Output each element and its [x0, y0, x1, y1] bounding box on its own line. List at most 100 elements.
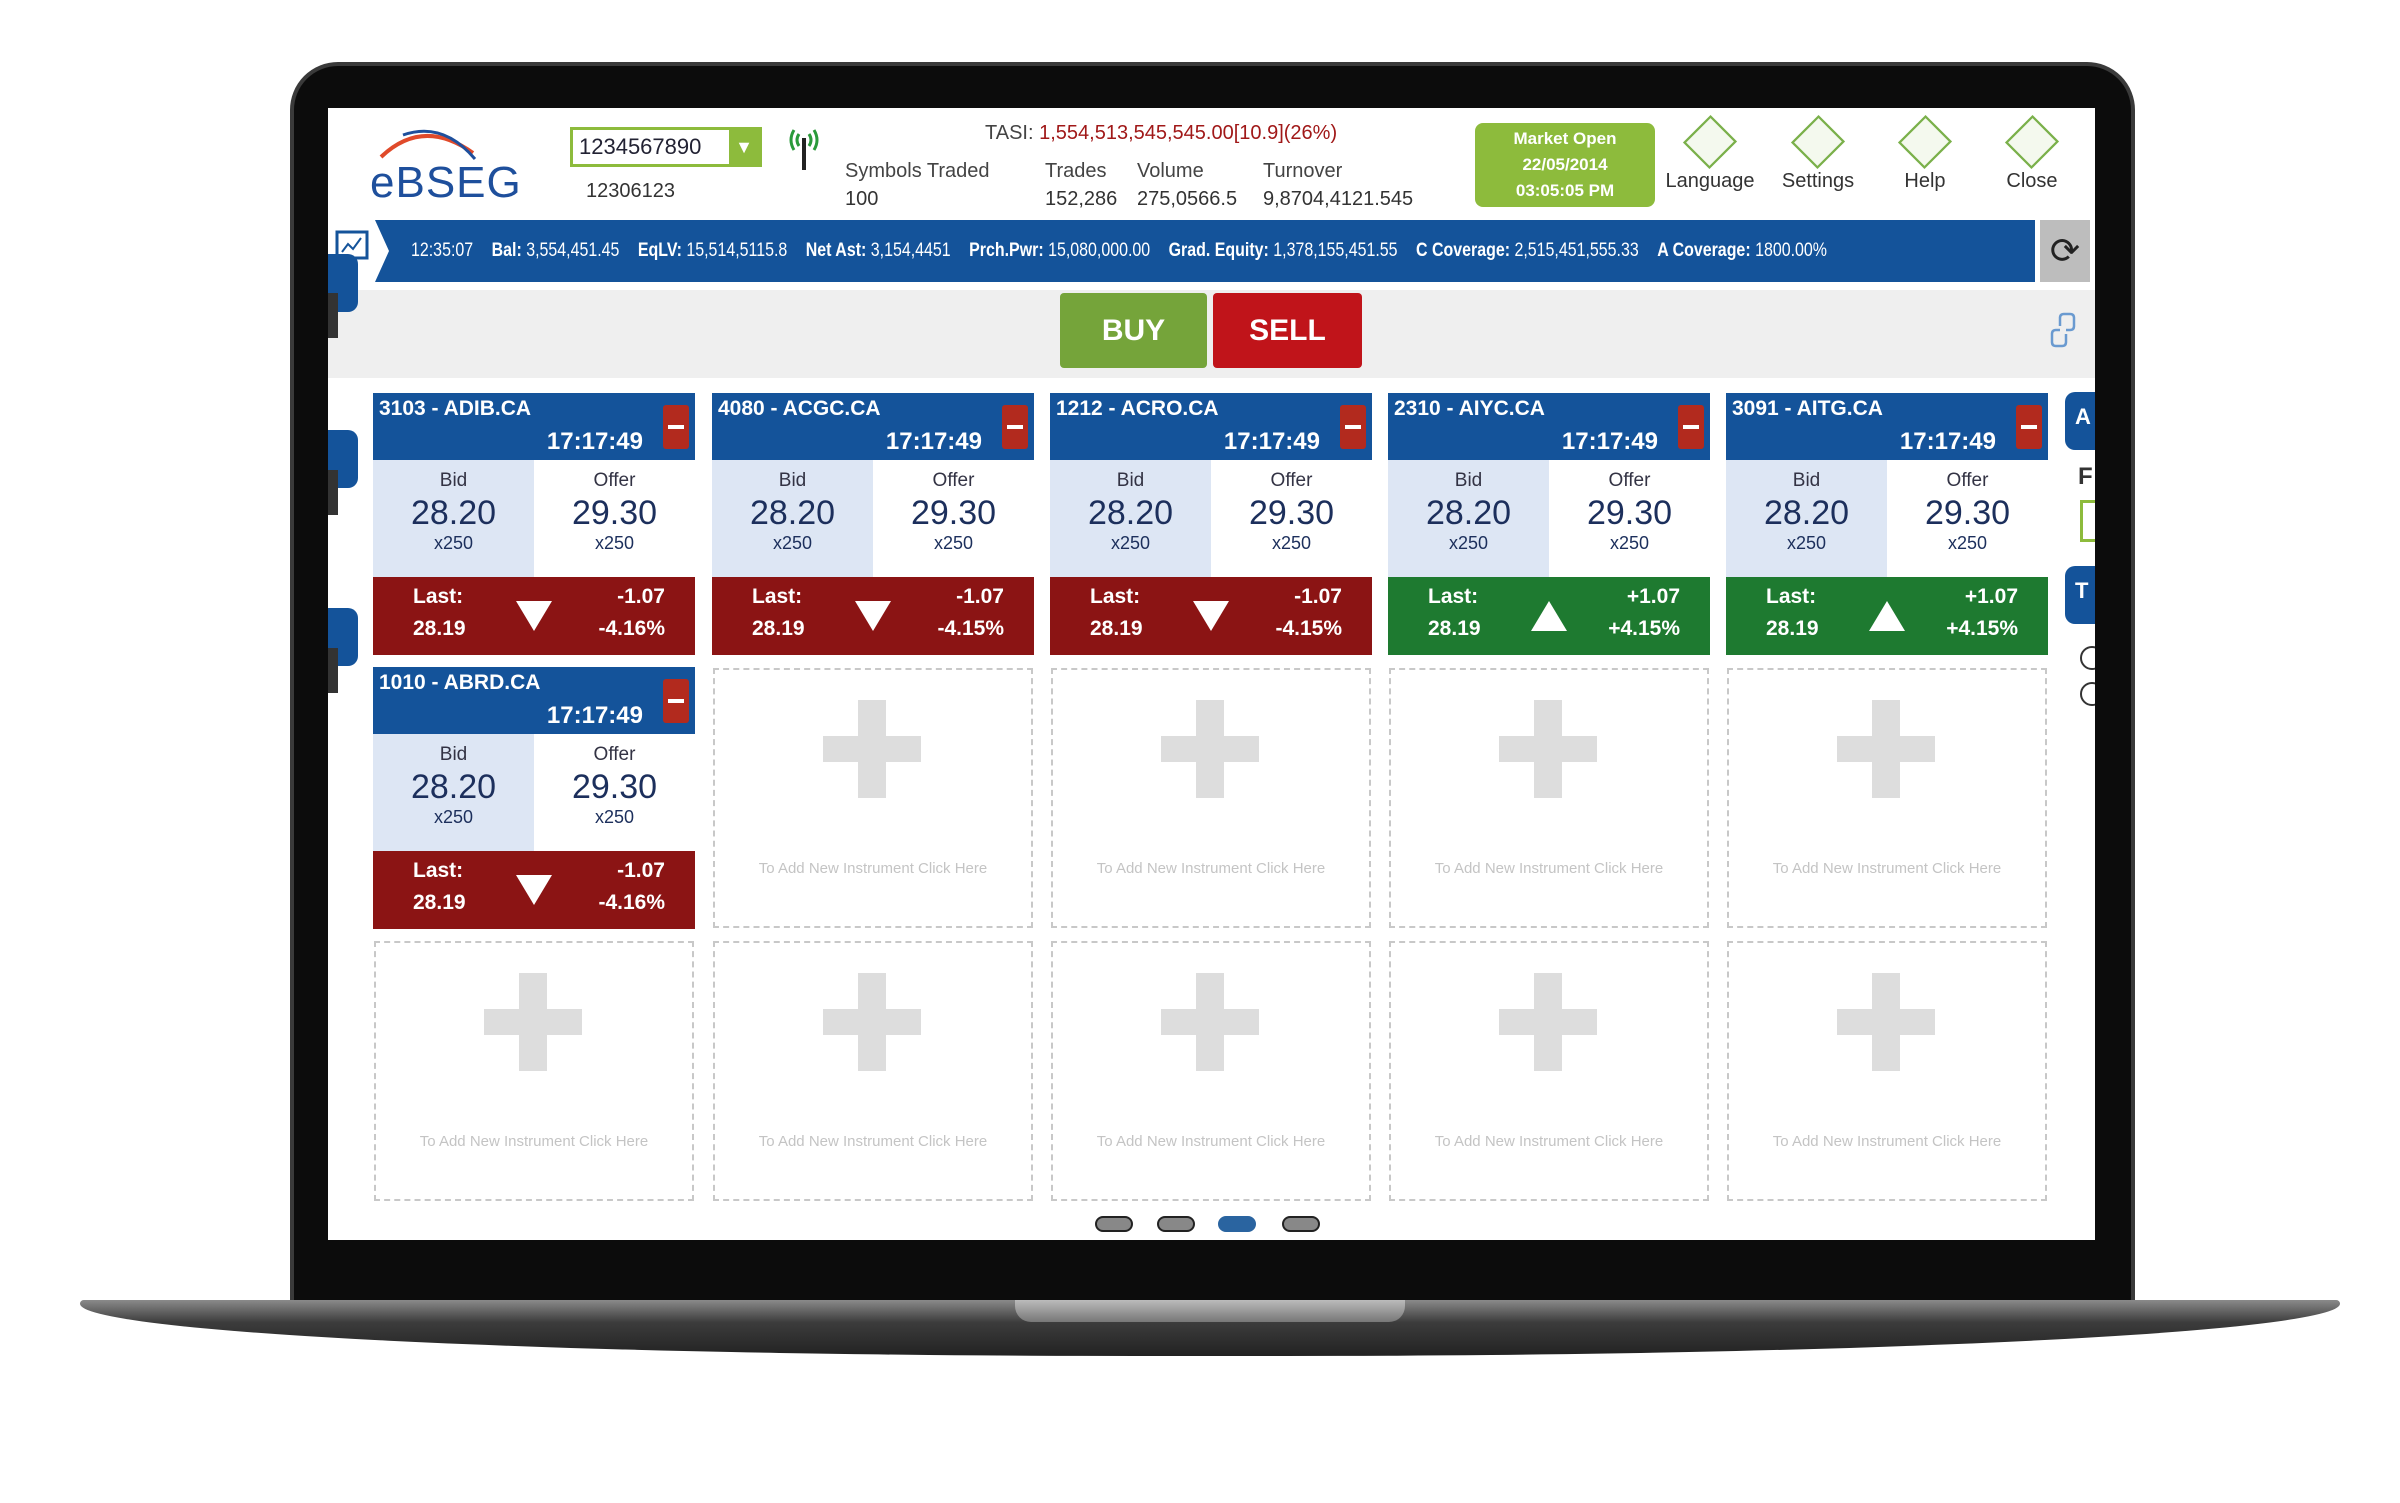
bid-cell[interactable]: Bid 28.20 x250: [1388, 460, 1549, 577]
bid-price: 28.20: [1425, 494, 1512, 532]
stat-value: 9,8704,4121.545: [1263, 188, 1414, 210]
bid-label: Bid: [778, 470, 807, 491]
offer-price: 29.30: [1586, 494, 1673, 532]
offer-cell[interactable]: Offer 29.30 x250: [534, 734, 695, 851]
account-dropdown-value: 1234567890: [579, 134, 702, 159]
info-time: 12:35:07: [411, 240, 474, 261]
add-instrument-slot[interactable]: To Add New Instrument Click Here: [1727, 668, 2047, 928]
add-instrument-slot[interactable]: To Add New Instrument Click Here: [713, 941, 1033, 1201]
arrow-up-icon: [1869, 601, 1905, 631]
left-tab-handle[interactable]: [328, 470, 338, 515]
last-label: Last:: [413, 585, 464, 608]
offer-qty: x250: [1609, 533, 1650, 553]
logo: eBSEG: [370, 158, 522, 207]
instrument-card[interactable]: 3091 - AITG.CA 17:17:49 Bid 28.20 x250 Offer 2…: [1726, 393, 2048, 655]
add-instrument-slot[interactable]: To Add New Instrument Click Here: [1051, 668, 1371, 928]
add-instrument-slot[interactable]: To Add New Instrument Click Here: [1051, 941, 1371, 1201]
bid-cell[interactable]: Bid 28.20 x250: [1726, 460, 1887, 577]
offer-price: 29.30: [571, 768, 658, 806]
icon-label: Help: [1904, 170, 1946, 192]
buy-button[interactable]: BUY: [1060, 293, 1207, 368]
language-button[interactable]: Language: [1660, 114, 1760, 193]
bid-cell[interactable]: Bid 28.20 x250: [712, 460, 873, 577]
settings-button[interactable]: Settings: [1768, 114, 1868, 193]
left-tab-handle[interactable]: [328, 648, 338, 693]
bid-cell[interactable]: Bid 28.20 x250: [373, 460, 534, 577]
offer-label: Offer: [1608, 470, 1651, 491]
refresh-icon[interactable]: ⟳: [2040, 220, 2090, 282]
instrument-card[interactable]: 3103 - ADIB.CA 17:17:49 Bid 28.20 x250 Offer 2…: [373, 393, 695, 655]
offer-price: 29.30: [1248, 494, 1335, 532]
card-symbol: 3091 - AITG.CA: [1732, 397, 1883, 420]
card-symbol: 1010 - ABRD.CA: [379, 671, 541, 694]
card-header: 2310 - AIYC.CA 17:17:49: [1388, 393, 1710, 460]
bid-qty: x250: [1110, 533, 1151, 553]
arrow-up-icon: [1531, 601, 1567, 631]
minus-glyph: [1007, 425, 1023, 429]
offer-cell[interactable]: Offer 29.30 x250: [1887, 460, 2048, 577]
offer-cell[interactable]: Offer 29.30 x250: [534, 460, 695, 577]
minus-glyph: [1683, 425, 1699, 429]
radio-option[interactable]: [2080, 682, 2095, 706]
offer-cell[interactable]: Offer 29.30 x250: [873, 460, 1034, 577]
help-icon: [1897, 114, 1953, 170]
help-button[interactable]: Help: [1875, 114, 1975, 193]
stat-value: 152,286: [1045, 188, 1118, 210]
add-instrument-text: To Add New Instrument Click Here: [1096, 860, 1326, 877]
minus-glyph: [1345, 425, 1361, 429]
tasi-label: TASI:: [985, 122, 1034, 144]
right-panel-tab[interactable]: A: [2065, 392, 2095, 450]
remove-icon[interactable]: [1678, 405, 1704, 449]
remove-icon[interactable]: [1340, 405, 1366, 449]
arrow-down-icon: [516, 601, 552, 631]
offer-label: Offer: [1946, 470, 1989, 491]
radio-option[interactable]: [2080, 646, 2095, 670]
instrument-card[interactable]: 1212 - ACRO.CA 17:17:49 Bid 28.20 x250 Offer 2…: [1050, 393, 1372, 655]
page-indicator[interactable]: [1218, 1216, 1256, 1232]
page-indicator[interactable]: [1157, 1216, 1195, 1232]
offer-label: Offer: [593, 744, 636, 765]
plus-icon-bar: [1499, 1009, 1597, 1035]
plus-icon-bar: [1837, 1009, 1935, 1035]
instrument-card[interactable]: 2310 - AIYC.CA 17:17:49 Bid 28.20 x250 Offer 2…: [1388, 393, 1710, 655]
bid-cell[interactable]: Bid 28.20 x250: [1050, 460, 1211, 577]
right-panel-input[interactable]: [2080, 500, 2095, 542]
info-label: Grad. Equity:: [1168, 240, 1269, 261]
account-dropdown[interactable]: 1234567890 ▼: [570, 127, 762, 167]
sell-button[interactable]: SELL: [1213, 293, 1362, 368]
bid-price: 28.20: [410, 494, 497, 532]
close-button[interactable]: Close: [1982, 114, 2082, 193]
right-panel-label: F: [2078, 463, 2093, 490]
stat-label: Turnover: [1263, 160, 1343, 182]
account-sub: 12306123: [586, 180, 675, 202]
offer-cell[interactable]: Offer 29.30 x250: [1211, 460, 1372, 577]
info-label: C Coverage:: [1416, 240, 1511, 261]
left-tab-handle[interactable]: [328, 293, 338, 338]
card-symbol: 4080 - ACGC.CA: [718, 397, 881, 420]
page-indicator[interactable]: [1282, 1216, 1320, 1232]
remove-icon[interactable]: [2016, 405, 2042, 449]
remove-icon[interactable]: [663, 679, 689, 723]
right-panel-tab[interactable]: T: [2065, 566, 2095, 624]
offer-label: Offer: [932, 470, 975, 491]
add-instrument-slot[interactable]: To Add New Instrument Click Here: [1389, 941, 1709, 1201]
instrument-card[interactable]: 4080 - ACGC.CA 17:17:49 Bid 28.20 x250 Offer 2…: [712, 393, 1034, 655]
bid-cell[interactable]: Bid 28.20 x250: [373, 734, 534, 851]
add-instrument-slot[interactable]: To Add New Instrument Click Here: [1389, 668, 1709, 928]
add-instrument-slot[interactable]: To Add New Instrument Click Here: [374, 941, 694, 1201]
bid-qty: x250: [772, 533, 813, 553]
link-icon[interactable]: [2048, 310, 2078, 350]
page-indicator[interactable]: [1095, 1216, 1133, 1232]
plus-icon-bar: [1837, 736, 1935, 762]
add-instrument-slot[interactable]: To Add New Instrument Click Here: [713, 668, 1033, 928]
instrument-card[interactable]: 1010 - ABRD.CA 17:17:49 Bid 28.20 x250 Offer 2…: [373, 667, 695, 929]
card-time: 17:17:49: [546, 428, 643, 455]
remove-icon[interactable]: [1002, 405, 1028, 449]
add-instrument-text: To Add New Instrument Click Here: [1434, 860, 1664, 877]
bid-label: Bid: [439, 470, 468, 491]
offer-cell[interactable]: Offer 29.30 x250: [1549, 460, 1710, 577]
add-instrument-slot[interactable]: To Add New Instrument Click Here: [1727, 941, 2047, 1201]
account-info-items: 12:35:07 Bal: 3,554,451.45 EqLV: 15,514,51…: [411, 220, 1827, 282]
remove-icon[interactable]: [663, 405, 689, 449]
market-time: 03:05:05 PM: [1515, 181, 1615, 200]
